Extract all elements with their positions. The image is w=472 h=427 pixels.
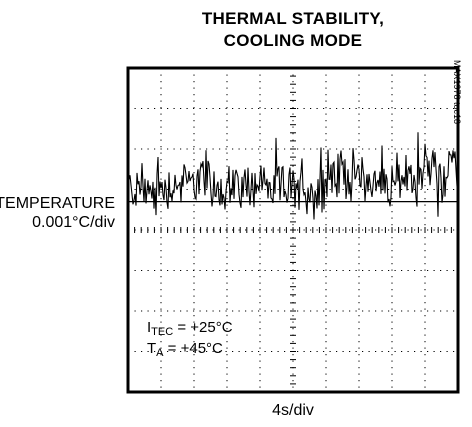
y-axis-scale: 0.001°C/div — [32, 214, 115, 231]
plot-frame — [126, 66, 460, 394]
annotation-itec: ITEC = +25°C — [147, 319, 233, 338]
y-axis-label: TEMPERATURE — [0, 195, 115, 212]
trace-line — [127, 132, 459, 220]
annotation-ta: TA = +45°C — [147, 340, 223, 359]
chart-title-line2: COOLING MODE — [223, 31, 363, 50]
chart-title-line1: THERMAL STABILITY, — [201, 9, 385, 28]
x-axis-label: 4s/div — [272, 402, 314, 419]
